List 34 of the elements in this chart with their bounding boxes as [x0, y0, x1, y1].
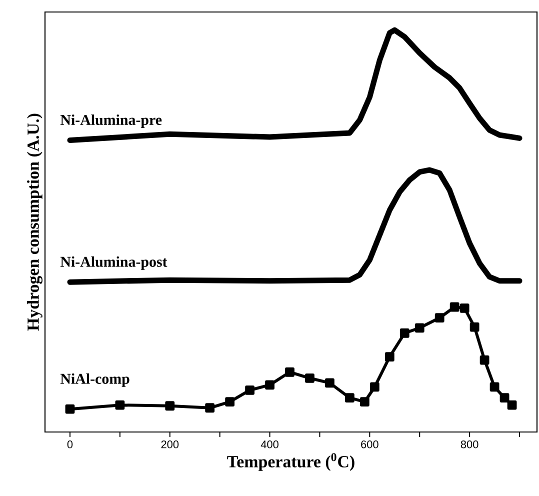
point [480, 355, 490, 365]
point [265, 380, 274, 390]
point [400, 328, 410, 338]
point [414, 323, 424, 333]
series-label: Ni-Alumina-pre [60, 114, 162, 128]
x-tick-label: 800 [460, 440, 478, 448]
series-label: Ni-Alumina-post [60, 256, 168, 270]
point [490, 382, 500, 392]
point [65, 404, 75, 414]
point [245, 386, 254, 395]
x-axis-title: Temperature ($^{0}$C) [227, 453, 354, 471]
point [115, 400, 125, 410]
point [205, 403, 215, 413]
point [305, 373, 314, 383]
x-tick-label: 600 [361, 440, 378, 448]
point [325, 378, 334, 388]
point [507, 400, 517, 410]
point [370, 382, 380, 392]
point [460, 304, 470, 313]
point [434, 313, 444, 323]
point [360, 397, 370, 407]
x-tick-label: 0 [67, 440, 73, 448]
point [344, 393, 354, 403]
x-tick-label: 200 [161, 440, 179, 448]
point [470, 322, 480, 332]
point [450, 302, 460, 312]
point [384, 352, 394, 362]
point [165, 401, 175, 411]
point [500, 393, 510, 403]
series-label: NiAl-comp [60, 373, 130, 387]
point [225, 397, 235, 407]
point [285, 367, 294, 377]
y-axis-title: Hydrogen consumption (A.U.) [26, 114, 42, 331]
x-tick-label: 400 [260, 440, 278, 448]
